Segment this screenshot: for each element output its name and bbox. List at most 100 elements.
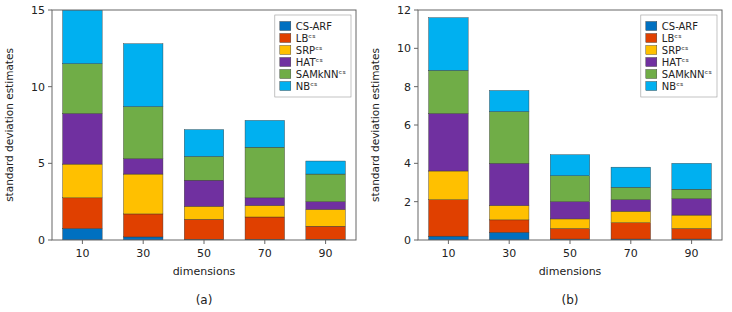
y-tick — [414, 240, 418, 241]
legend-swatch — [646, 82, 657, 91]
subtitle: (b) — [562, 293, 579, 307]
x-tick — [204, 240, 205, 244]
bar-segment — [489, 232, 529, 240]
bar-segment — [489, 91, 529, 112]
x-tick-label: 10 — [75, 247, 89, 260]
x-tick-label: 70 — [624, 247, 638, 260]
x-tick-label: 90 — [319, 247, 333, 260]
y-tick-label: 4 — [404, 157, 411, 170]
y-tick-label: 0 — [404, 234, 411, 247]
x-tick-label: 30 — [136, 247, 150, 260]
bar-segment — [245, 120, 285, 147]
x-tick — [448, 240, 449, 244]
y-tick — [48, 163, 52, 164]
legend: CS-ARFLBᶜˢSRPᶜˢHATᶜˢSAMkNNᶜˢNBᶜˢ — [275, 15, 351, 97]
bar-segment — [489, 220, 529, 232]
bars — [429, 18, 712, 240]
bar-segment — [184, 206, 224, 219]
x-tick — [630, 240, 631, 244]
legend-label: HATᶜˢ — [296, 57, 323, 68]
legend-label: LBᶜˢ — [662, 33, 682, 44]
figure: 0510151030507090dimensionsstandard devia… — [0, 0, 732, 312]
bar-segment — [550, 155, 590, 176]
legend-swatch — [646, 46, 657, 55]
x-tick-label: 50 — [563, 247, 577, 260]
bar-segment — [306, 202, 346, 210]
legend-label: HATᶜˢ — [662, 57, 689, 68]
bar-segment — [672, 189, 712, 199]
x-tick — [143, 240, 144, 244]
bar-segment — [306, 209, 346, 226]
bar-segment — [550, 176, 590, 202]
legend-label: SRPᶜˢ — [662, 45, 689, 56]
bar-segment — [672, 215, 712, 228]
bar-segment — [489, 206, 529, 220]
x-tick — [264, 240, 265, 244]
x-axis-label: dimensions — [173, 265, 236, 278]
y-tick-label: 0 — [38, 234, 45, 247]
y-tick — [414, 163, 418, 164]
legend-label: SRPᶜˢ — [296, 45, 323, 56]
y-tick — [48, 10, 52, 11]
y-axis-label: standard deviation estimates — [3, 48, 15, 202]
y-tick — [414, 10, 418, 11]
y-tick — [414, 125, 418, 126]
bar-segment — [672, 229, 712, 240]
y-tick — [414, 201, 418, 202]
x-tick — [325, 240, 326, 244]
y-tick — [48, 240, 52, 241]
bar-segment — [429, 200, 469, 236]
legend-frame — [641, 15, 717, 97]
bars — [63, 10, 346, 240]
x-tick-label: 90 — [685, 247, 699, 260]
bar-segment — [672, 163, 712, 189]
bar-segment — [550, 219, 590, 229]
legend-label: CS-ARF — [662, 21, 699, 32]
bar-segment — [611, 211, 651, 223]
bar-segment — [184, 180, 224, 206]
bar-segment — [123, 44, 163, 107]
legend-swatch — [280, 46, 291, 55]
bar-segment — [429, 114, 469, 172]
bar-segment — [429, 70, 469, 113]
bar-segment — [184, 156, 224, 180]
bar-segment — [429, 18, 469, 71]
bar-segment — [184, 219, 224, 239]
bar-segment — [63, 114, 103, 165]
legend-swatch — [280, 22, 291, 31]
bar-segment — [245, 217, 285, 239]
legend-swatch — [280, 70, 291, 79]
bar-segment — [63, 198, 103, 229]
legend: CS-ARFLBᶜˢSRPᶜˢHATᶜˢSAMkNNᶜˢNBᶜˢ — [641, 15, 717, 97]
y-tick — [48, 86, 52, 87]
y-tick-label: 6 — [404, 119, 411, 132]
x-tick — [509, 240, 510, 244]
bar-segment — [184, 130, 224, 157]
plot-frame — [52, 10, 356, 240]
y-tick — [414, 48, 418, 49]
bar-segment — [550, 229, 590, 240]
legend-swatch — [646, 34, 657, 43]
bar-segment — [429, 236, 469, 240]
bar-segment — [245, 206, 285, 218]
bar-segment — [123, 174, 163, 214]
y-tick-label: 8 — [404, 81, 411, 94]
y-axis-label: standard deviation estimates — [369, 48, 381, 202]
legend-label: NBᶜˢ — [662, 81, 684, 92]
panel: 0246810121030507090dimensionsstandard de… — [369, 4, 722, 307]
bar-segment — [306, 161, 346, 174]
x-tick — [691, 240, 692, 244]
legend-label: SAMkNNᶜˢ — [296, 69, 346, 80]
legend-swatch — [280, 58, 291, 67]
y-tick-label: 10 — [31, 81, 45, 94]
bar-segment — [611, 187, 651, 199]
bar-segment — [672, 199, 712, 215]
y-tick-label: 12 — [397, 4, 411, 17]
bar-segment — [611, 167, 651, 187]
bar-segment — [611, 200, 651, 212]
y-tick-label: 5 — [38, 157, 45, 170]
plot-frame — [418, 10, 722, 240]
bar-segment — [123, 159, 163, 174]
x-tick — [570, 240, 571, 244]
background — [0, 0, 732, 312]
